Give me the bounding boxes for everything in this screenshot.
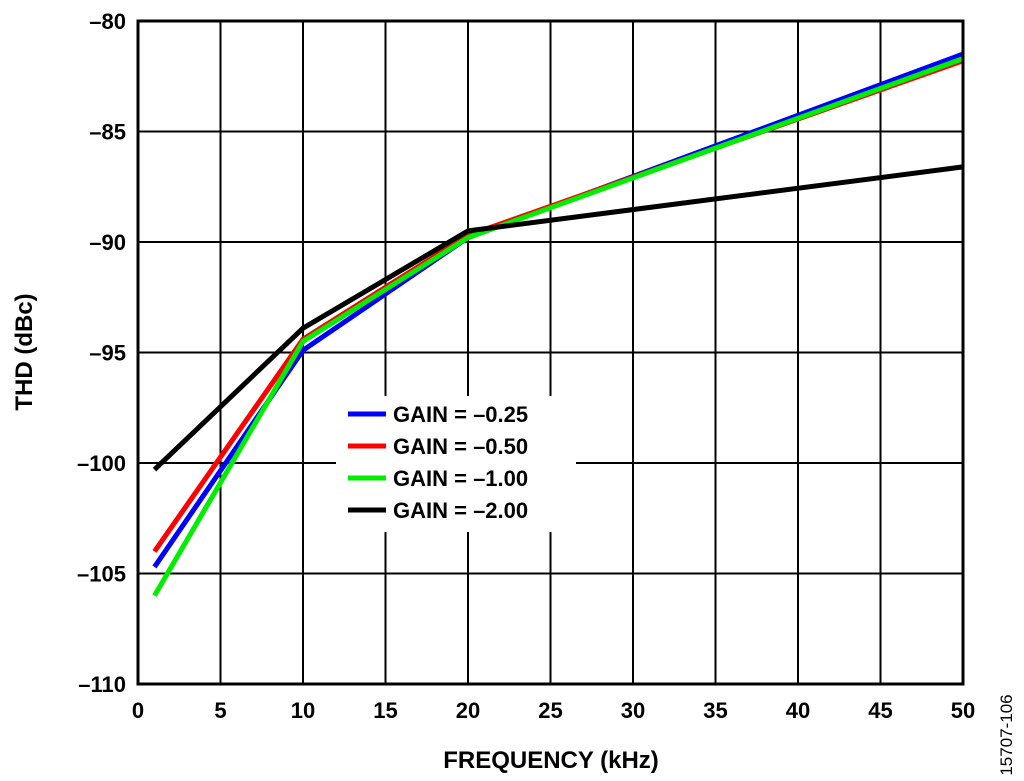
legend-label: GAIN = –0.50: [393, 434, 528, 459]
grid: [137, 20, 964, 685]
y-tick-label: –80: [89, 9, 126, 34]
x-tick-labels: 0 5 10 15 20 25 30 35 40 45 50: [132, 698, 975, 723]
x-tick-label: 40: [786, 698, 810, 723]
y-axis-title: THD (dBc): [11, 293, 38, 410]
series-line: [152, 164, 964, 472]
x-tick-label: 25: [538, 698, 562, 723]
x-tick-label: 10: [291, 698, 315, 723]
series-line: [152, 56, 964, 597]
x-tick-label: 30: [621, 698, 645, 723]
x-tick-label: 15: [373, 698, 397, 723]
y-tick-labels: –80 –85 –90 –95 –100 –105 –110: [77, 9, 126, 697]
legend-label: GAIN = –1.00: [393, 466, 528, 491]
x-tick-label: 0: [132, 698, 144, 723]
y-tick-label: –95: [89, 341, 126, 366]
figure-id: 15707-106: [997, 694, 1016, 775]
x-tick-label: 5: [214, 698, 226, 723]
legend-label: GAIN = –0.25: [393, 402, 528, 427]
x-tick-label: 50: [951, 698, 975, 723]
series-layer: [152, 51, 964, 597]
x-tick-label: 45: [868, 698, 892, 723]
y-tick-label: –105: [77, 562, 126, 587]
y-tick-label: –85: [89, 120, 126, 145]
legend: GAIN = –0.25 GAIN = –0.50 GAIN = –1.00 GAIN…: [336, 396, 576, 532]
x-tick-label: 20: [456, 698, 480, 723]
y-tick-label: –110: [78, 672, 126, 697]
x-axis-title: FREQUENCY (kHz): [443, 747, 659, 774]
x-tick-label: 35: [703, 698, 727, 723]
y-tick-label: –100: [77, 451, 126, 476]
legend-label: GAIN = –2.00: [393, 498, 528, 523]
y-tick-label: –90: [89, 230, 126, 255]
plot-frame: [136, 19, 965, 686]
